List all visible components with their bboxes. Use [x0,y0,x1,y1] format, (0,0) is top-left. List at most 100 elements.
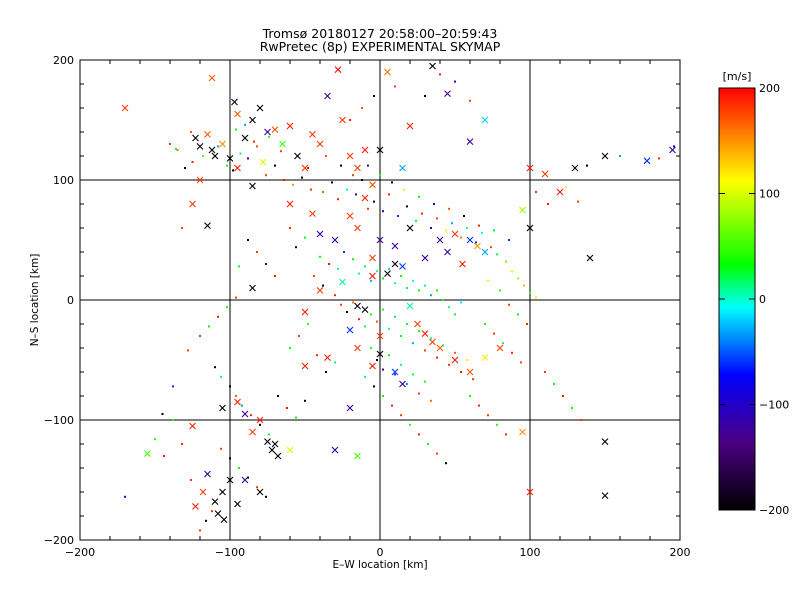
data-point-cross [601,438,609,445]
data-point-dot [220,447,222,450]
data-point-dot [412,373,414,376]
data-point-dot [424,349,426,352]
data-point-dot [412,342,414,345]
data-point-dot [487,414,489,417]
data-point-cross [459,260,466,268]
data-point-cross [391,260,399,268]
data-point-cross [526,224,534,232]
data-point-cross [474,242,481,250]
colorbar-tick-label: −200 [759,504,789,517]
data-point-cross [324,354,331,361]
data-point-dot [316,354,318,357]
data-point-cross [643,157,651,165]
data-point-cross [121,104,129,112]
data-point-dot [337,267,339,270]
data-point-dot [161,413,164,415]
data-point-dot [358,272,360,275]
data-point-cross [586,254,594,262]
x-tick-label: 0 [377,546,384,559]
plot-grid [80,60,680,540]
data-point-dot [265,495,267,498]
data-point-dot [310,188,312,191]
data-point-cross [369,272,376,280]
data-point-dot [217,145,219,148]
data-point-dot [658,157,660,160]
data-point-dot [298,335,300,337]
data-point-dot [232,169,234,172]
data-point-dot [391,404,393,407]
data-point-cross [339,278,346,286]
data-point-dot [469,99,471,102]
data-point-cross [541,170,549,178]
data-point-dot [259,423,261,426]
data-point-dot [364,375,366,378]
data-point-cross [204,222,211,229]
data-point-dot [328,263,330,265]
data-point-dot [361,107,363,109]
data-point-cross [376,146,384,154]
data-point-dot [238,467,240,469]
data-point-dot [412,279,414,282]
data-point-cross [331,236,339,244]
data-point-dot [460,371,462,373]
data-point-cross [249,182,256,190]
data-point-cross [421,254,429,262]
data-point-dot [382,210,384,213]
data-point-dot [430,227,432,229]
colorbar-ticks: 200 100 0 −100 −200 [719,82,789,517]
data-point-dot [400,335,402,337]
data-point-dot [187,349,189,352]
data-point-dot [199,529,201,532]
data-point-dot [535,191,537,193]
data-point-dot [442,299,444,301]
data-point-dot [382,368,384,371]
data-point-dot [424,380,426,383]
data-point-dot [400,414,402,417]
data-point-dot [436,217,438,220]
data-point-dot [289,227,291,229]
data-point-dot [373,200,375,203]
data-point-cross [354,344,361,352]
data-point-dot [406,323,408,325]
data-point-dot [469,395,471,397]
data-point-cross [268,446,276,454]
data-point-cross [301,362,309,370]
data-point-dot [394,315,396,318]
data-point-cross [220,516,228,523]
data-point-cross [346,152,354,160]
data-point-cross [496,344,504,352]
data-point-dot [268,433,270,436]
data-point-cross [346,326,354,334]
data-point-cross [436,236,444,244]
data-point-dot [571,407,573,409]
data-point-dot [334,361,336,364]
data-point-cross [192,503,199,510]
data-point-dot [454,313,456,316]
data-point-dot [349,119,351,121]
data-point-cross [192,134,199,142]
data-point-dot [250,414,252,417]
x-tick-label: 100 [520,546,541,559]
data-point-dot [535,296,537,299]
data-point-cross [324,92,331,100]
data-point-cross [231,98,238,106]
data-point-dot [526,323,528,325]
data-point-cross [249,428,256,436]
data-point-cross [241,134,249,142]
data-point-dot [406,205,408,208]
data-point-dot [325,155,327,157]
data-point-cross [406,224,414,232]
data-point-dot [418,392,420,395]
data-point-cross [144,450,151,457]
data-point-dot [520,361,522,364]
data-point-dot [493,332,495,335]
data-point-cross [189,200,196,208]
data-point-dot [154,438,156,441]
data-point-dot [265,263,267,265]
data-point-dot [325,371,327,373]
data-point-dot [367,207,369,210]
data-point-dot [214,366,216,369]
data-point-dot [433,203,435,205]
data-point-dot [367,164,369,167]
